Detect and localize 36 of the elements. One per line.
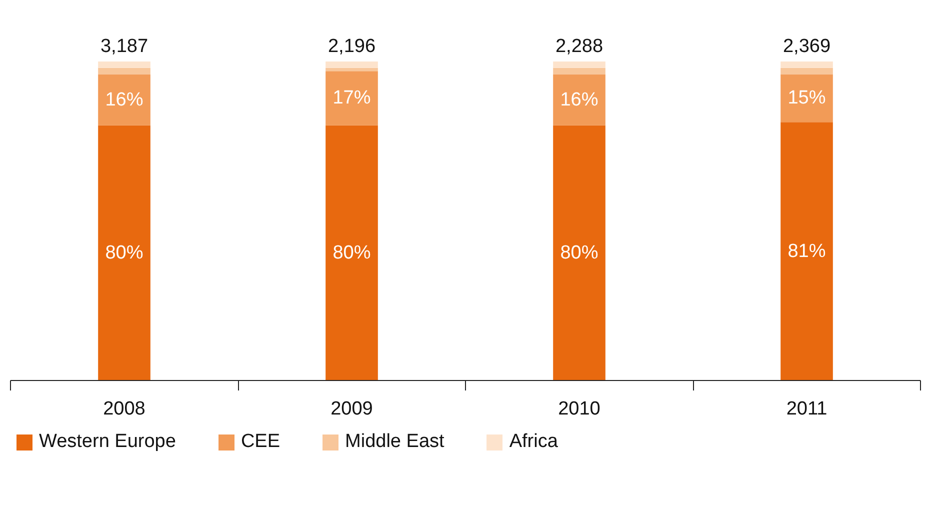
bar: [98, 125, 150, 380]
data-label: 16%: [105, 89, 144, 110]
bar: [780, 68, 833, 74]
annotation: 2,369: [782, 36, 831, 57]
x-tick-label: 2008: [103, 398, 146, 420]
x-tick-label: 2011: [786, 398, 828, 420]
data-label: 15%: [788, 88, 826, 109]
data-label: 17%: [332, 88, 371, 109]
bar: [98, 62, 150, 68]
data-label: 80%: [332, 242, 371, 264]
bar: [553, 62, 606, 68]
annotation: 3,187: [100, 36, 148, 57]
x-tick-label: 2010: [558, 398, 600, 420]
bar: [98, 68, 150, 74]
bar: [780, 122, 833, 380]
data-label: 80%: [560, 242, 598, 264]
data-label: 16%: [560, 89, 598, 110]
data-label: 81%: [788, 240, 826, 262]
bar: [98, 74, 150, 126]
bar: [780, 62, 833, 68]
bar: [326, 71, 378, 126]
x-tick-label: 2009: [330, 398, 373, 420]
legend-label: Western Europe: [39, 431, 176, 453]
legend-label: CEE: [240, 431, 280, 453]
legend-label: Africa: [509, 431, 558, 453]
legend-label: Middle East: [345, 431, 444, 453]
bar: [553, 74, 606, 126]
bar: [326, 125, 378, 380]
bar: [553, 125, 606, 380]
bar: [553, 68, 606, 74]
bar: [326, 68, 378, 72]
bar: [326, 62, 378, 68]
annotation: 2,288: [555, 36, 604, 57]
annotation: 2,196: [328, 36, 376, 57]
data-label: 80%: [105, 242, 144, 264]
bar: [780, 74, 833, 122]
